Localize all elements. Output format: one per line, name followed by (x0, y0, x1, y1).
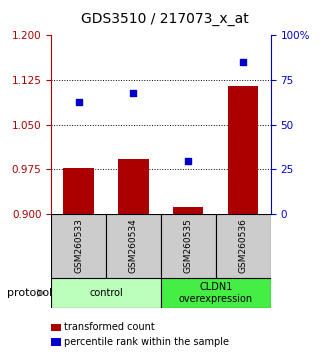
Text: GSM260536: GSM260536 (239, 218, 248, 274)
Text: GSM260534: GSM260534 (129, 219, 138, 273)
Bar (51, 214, 106, 278)
Point (241, 59, 246, 65)
Point (76, 99, 81, 104)
Bar (51, 278, 161, 308)
Bar (228, 86, 258, 214)
Bar (216, 214, 271, 278)
Text: GSM260533: GSM260533 (74, 218, 83, 274)
Text: transformed count: transformed count (64, 322, 155, 332)
Text: protocol: protocol (7, 288, 52, 298)
Text: control: control (89, 288, 123, 298)
Bar (173, 207, 203, 214)
Bar (63, 168, 94, 214)
Point (186, 158, 191, 164)
Bar (106, 214, 161, 278)
Bar (118, 159, 148, 214)
Bar (161, 278, 271, 308)
Text: GDS3510 / 217073_x_at: GDS3510 / 217073_x_at (81, 12, 249, 27)
Text: GSM260535: GSM260535 (184, 218, 193, 274)
Point (131, 90, 136, 96)
Text: CLDN1
overexpression: CLDN1 overexpression (179, 282, 253, 304)
Text: percentile rank within the sample: percentile rank within the sample (64, 337, 229, 347)
Bar (161, 214, 216, 278)
